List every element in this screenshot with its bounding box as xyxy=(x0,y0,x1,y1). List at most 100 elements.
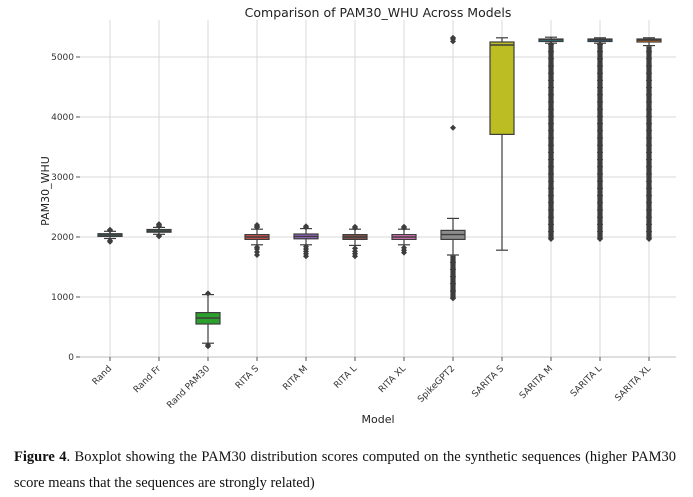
outlier-point xyxy=(547,163,555,170)
outlier-point xyxy=(547,55,555,62)
outlier-point xyxy=(401,223,407,230)
outlier-point xyxy=(596,163,604,170)
outlier-point xyxy=(596,142,604,149)
x-tick-label: Rand xyxy=(91,364,114,387)
outlier-point xyxy=(596,77,604,84)
outlier-point xyxy=(645,98,653,106)
outlier-point xyxy=(645,178,653,185)
figure-caption-label: Figure 4 xyxy=(14,449,67,465)
x-tick-label: SARITA L xyxy=(569,364,604,399)
outlier-point xyxy=(547,41,555,48)
outlier-point xyxy=(547,48,555,55)
outlier-point xyxy=(596,185,604,192)
y-tick-label: 1000 xyxy=(51,293,74,303)
outlier-point xyxy=(645,163,653,170)
outlier-point xyxy=(596,55,604,62)
outlier-point xyxy=(449,295,457,302)
box-group xyxy=(489,37,515,251)
outlier-point xyxy=(596,170,604,178)
outlier-point xyxy=(645,221,653,228)
outlier-point xyxy=(596,120,604,127)
outlier-point xyxy=(596,134,604,142)
y-tick-label: 2000 xyxy=(51,233,74,243)
box-group xyxy=(538,36,564,242)
outlier-point xyxy=(205,290,211,297)
outlier-point xyxy=(547,127,555,134)
outlier-point xyxy=(547,149,555,156)
x-tick-label: RITA XL xyxy=(377,364,408,395)
figure-caption: Figure 4. Boxplot showing the PAM30 dist… xyxy=(14,444,676,496)
outlier-point xyxy=(596,113,604,120)
box-group xyxy=(636,37,662,242)
box-group xyxy=(293,223,319,260)
y-tick-label: 3000 xyxy=(51,173,74,183)
outlier-point xyxy=(547,178,555,185)
outlier-point xyxy=(352,223,358,230)
box-group xyxy=(391,223,417,256)
outlier-point xyxy=(547,185,555,192)
x-tick-label: SARITA XL xyxy=(614,364,654,404)
outlier-point xyxy=(645,134,653,142)
outlier-point xyxy=(596,91,604,98)
box-body xyxy=(489,41,515,136)
y-axis-label: PAM30_WHU xyxy=(39,156,52,226)
outlier-point xyxy=(596,221,604,228)
outlier-point xyxy=(303,223,309,230)
outlier-point xyxy=(596,228,604,235)
outlier-point xyxy=(645,170,653,178)
x-tick-label: SARITA M xyxy=(518,364,555,401)
outlier-point xyxy=(547,199,555,206)
outlier-point xyxy=(645,185,653,192)
outlier-point xyxy=(352,245,358,252)
outlier-point xyxy=(156,221,162,228)
outlier-point xyxy=(107,226,113,233)
outlier-point xyxy=(449,266,457,273)
outlier-point xyxy=(645,206,653,214)
x-tick-label: RITA S xyxy=(234,364,261,391)
x-axis-ticks: Rand Rand Fr Rand PAM30 RITA S RITA M RITA L R… xyxy=(91,357,653,411)
grid-lines xyxy=(80,20,676,358)
outlier-point xyxy=(156,232,162,239)
figure-caption-text: . Boxplot showing the PAM30 distribution… xyxy=(14,449,676,491)
y-tick-label: 0 xyxy=(68,353,74,363)
outlier-point xyxy=(596,199,604,206)
outlier-point xyxy=(645,228,653,235)
outlier-point xyxy=(596,206,604,214)
outlier-point xyxy=(645,77,653,84)
outlier-point xyxy=(547,170,555,178)
outlier-point xyxy=(645,127,653,134)
outlier-point xyxy=(254,222,260,228)
outlier-point xyxy=(645,142,653,149)
outlier-point xyxy=(596,62,604,70)
outlier-point xyxy=(547,77,555,84)
outlier-point xyxy=(547,221,555,228)
outlier-point xyxy=(645,199,653,206)
outlier-point xyxy=(645,149,653,156)
plot-area xyxy=(97,34,662,350)
outlier-band xyxy=(597,43,603,239)
x-tick-label: SARITA S xyxy=(470,364,506,400)
outlier-point xyxy=(547,106,555,113)
outlier-point xyxy=(450,124,456,131)
x-tick-label: RITA M xyxy=(281,364,310,393)
outlier-point xyxy=(645,62,653,70)
outlier-point xyxy=(645,106,653,113)
outlier-point xyxy=(596,156,604,163)
outlier-point xyxy=(547,156,555,163)
chart-title: Comparison of PAM30_WHU Across Models xyxy=(245,5,512,20)
x-tick-label: Rand Fr xyxy=(132,364,163,395)
outlier-point xyxy=(547,206,555,214)
outlier-point xyxy=(596,70,604,77)
outlier-point xyxy=(596,98,604,106)
y-axis-ticks: 0 1000 2000 3000 4000 5000 xyxy=(51,53,80,363)
box-group xyxy=(440,34,466,302)
outlier-point xyxy=(645,214,653,221)
x-axis-label: Model xyxy=(361,413,394,426)
outlier-point xyxy=(596,106,604,113)
y-tick-label: 4000 xyxy=(51,113,74,123)
outlier-point xyxy=(547,84,555,91)
box-group xyxy=(97,226,123,245)
outlier-point xyxy=(596,178,604,185)
outlier-point xyxy=(303,243,309,250)
outlier-point xyxy=(645,91,653,98)
